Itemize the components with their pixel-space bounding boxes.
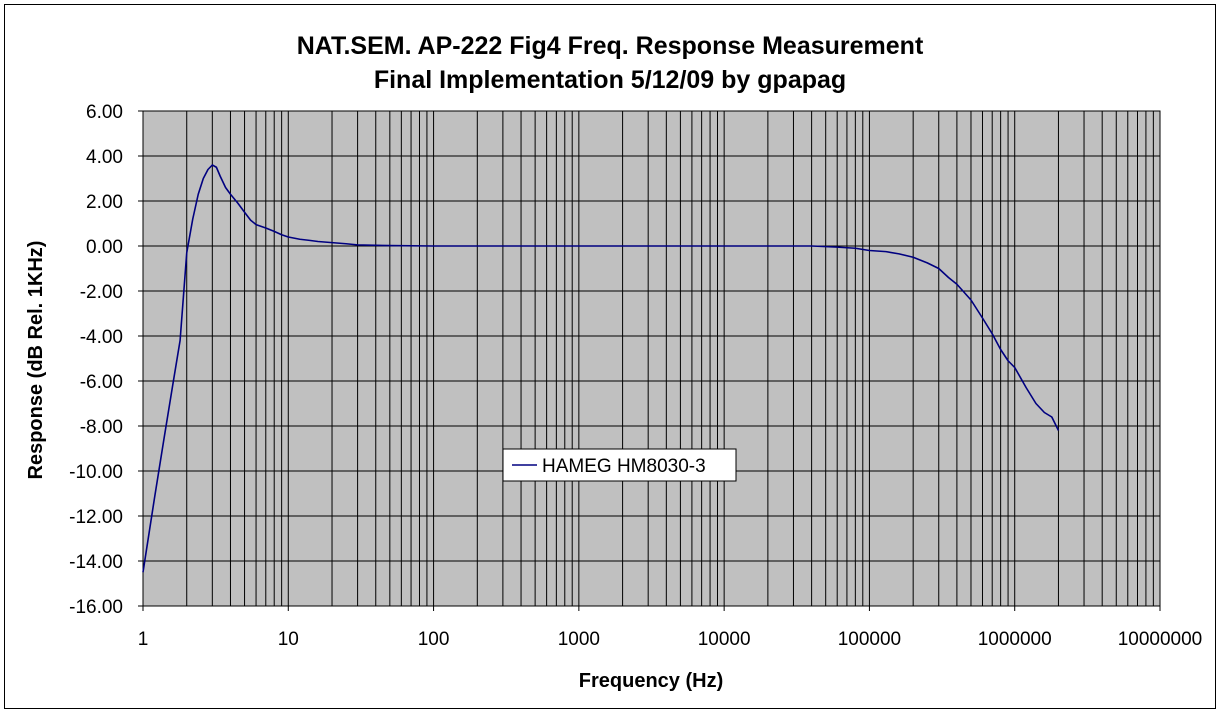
x-tick-label: 1 [138,629,149,650]
y-tick-label: 0.00 [86,237,123,258]
y-tick-label: -6.00 [80,372,123,393]
x-axis-ticks: 1 10 100 1000 10000 100000 1000000 10000000 [138,606,1203,650]
y-axis-ticks: 6.00 4.00 2.00 0.00 -2.00 -4.00 -6.00 -8.00 -10.… [69,102,143,618]
grid-lines [142,110,1161,607]
y-tick-label: -10.00 [69,462,123,483]
legend: HAMEG HM8030-3 [502,448,737,482]
y-tick-label: 6.00 [86,102,123,123]
chart-subtitle: Final Implementation 5/12/09 by gpapag [374,66,846,94]
y-tick-label: -8.00 [80,417,123,438]
x-tick-label: 100 [418,629,450,650]
y-tick-label: -2.00 [80,282,123,303]
series-line-hameg [142,164,1060,573]
legend-box [502,448,737,482]
x-axis-title: Frequency (Hz) [579,670,723,692]
legend-label: HAMEG HM8030-3 [542,456,706,477]
x-tick-label: 100000 [838,629,901,650]
x-tick-label: 10 [278,629,299,650]
y-tick-label: -16.00 [69,597,123,618]
y-axis-title: Response (dB Rel. 1KHz) [25,241,47,480]
y-tick-label: -14.00 [69,552,123,573]
x-tick-label: 1000 [558,629,600,650]
x-tick-label: 1000000 [978,629,1052,650]
y-tick-label: 2.00 [86,192,123,213]
x-tick-label: 10000000 [1118,629,1203,650]
y-tick-label: -12.00 [69,507,123,528]
y-tick-label: 4.00 [86,147,123,168]
y-tick-label: -4.00 [80,327,123,348]
plot-area [142,110,1161,607]
chart-title: NAT.SEM. AP-222 Fig4 Freq. Response Meas… [297,32,924,60]
x-tick-label: 10000 [698,629,751,650]
